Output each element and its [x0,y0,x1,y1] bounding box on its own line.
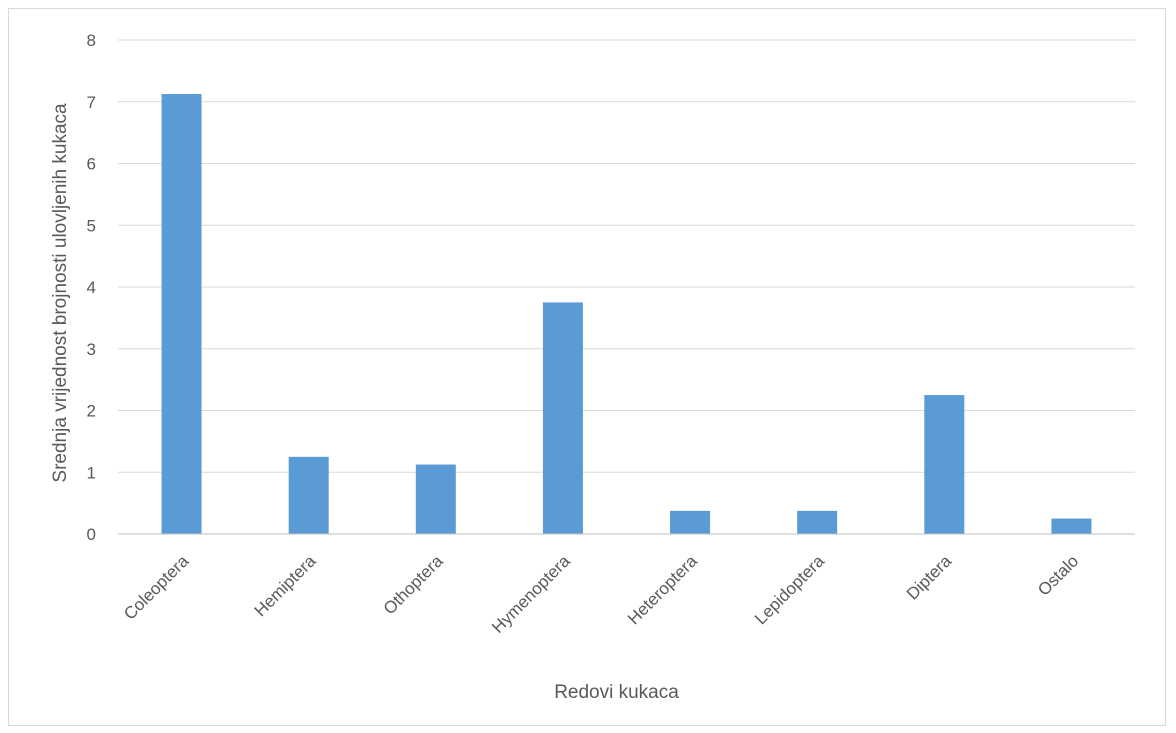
bar-heteroptera [670,510,711,534]
x-tick-label: Othoptera [380,551,447,618]
y-tick-label: 3 [87,340,96,359]
x-tick-label: Hemiptera [251,551,320,620]
y-tick-label: 2 [87,402,96,421]
y-axis-ticks: 0 1 2 3 4 5 6 7 8 [87,31,96,544]
y-tick-label: 6 [87,155,96,174]
y-tick-label: 8 [87,31,96,50]
y-tick-label: 4 [87,278,96,297]
x-axis-title: Redovi kukaca [554,682,679,703]
gridlines [118,39,1135,473]
bar-othoptera [415,464,456,534]
x-tick-label: Heteroptera [624,551,701,628]
x-tick-label: Hymenoptera [488,551,574,637]
bar-diptera [924,395,965,534]
y-axis-title: Srednja vrijednost brojnosti ulovljenih … [50,103,71,483]
x-tick-label: Coleoptera [120,551,193,624]
y-tick-label: 7 [87,93,96,112]
bar-hymenoptera [542,302,583,534]
y-tick-label: 1 [87,463,96,482]
bar-coleoptera [161,94,202,534]
x-tick-label: Diptera [903,551,956,604]
y-tick-label: 0 [87,525,96,544]
bar-lepidoptera [797,510,838,534]
bar-hemiptera [288,456,329,534]
x-axis-ticks: Coleoptera Hemiptera Othoptera Hymenoptera H… [120,551,1082,637]
bars [161,94,1092,534]
y-tick-label: 5 [87,216,96,235]
bar-ostalo [1051,518,1092,534]
x-tick-label: Lepidoptera [751,551,828,628]
x-tick-label: Ostalo [1034,551,1082,599]
